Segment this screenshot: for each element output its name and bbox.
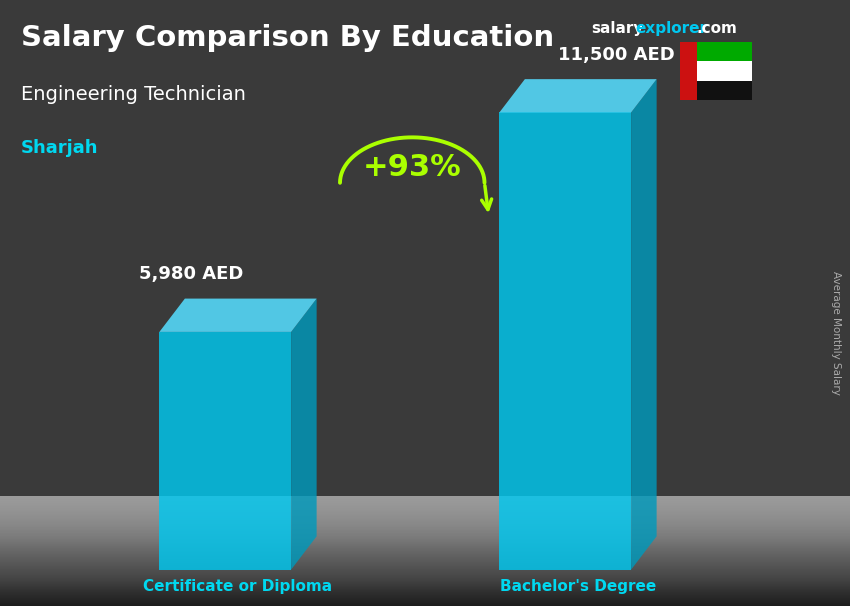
Polygon shape: [499, 79, 657, 113]
Polygon shape: [631, 79, 657, 570]
Text: Certificate or Diploma: Certificate or Diploma: [144, 579, 332, 594]
Polygon shape: [291, 299, 317, 570]
Text: Salary Comparison By Education: Salary Comparison By Education: [21, 24, 554, 52]
Text: salary: salary: [591, 21, 643, 36]
Polygon shape: [159, 332, 291, 570]
Text: 5,980 AED: 5,980 AED: [139, 265, 243, 284]
Text: Sharjah: Sharjah: [21, 139, 99, 158]
Polygon shape: [159, 299, 317, 332]
Text: .com: .com: [697, 21, 738, 36]
Bar: [697, 81, 752, 100]
Bar: [680, 42, 697, 100]
Text: 11,500 AED: 11,500 AED: [558, 46, 675, 64]
Bar: [697, 42, 752, 61]
Text: +93%: +93%: [363, 153, 462, 182]
Text: Engineering Technician: Engineering Technician: [21, 85, 246, 104]
Text: explorer: explorer: [636, 21, 708, 36]
Bar: [697, 61, 752, 81]
Polygon shape: [499, 113, 631, 570]
Text: Average Monthly Salary: Average Monthly Salary: [830, 271, 841, 395]
Text: Bachelor's Degree: Bachelor's Degree: [500, 579, 656, 594]
